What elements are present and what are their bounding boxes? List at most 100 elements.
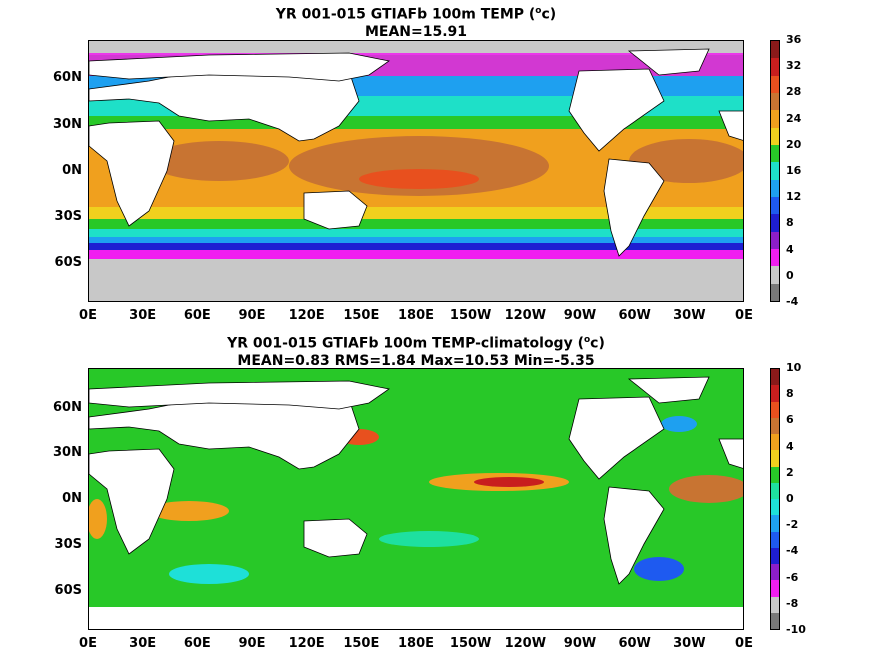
panel2-cool-2 (634, 557, 684, 581)
panel2-title: YR 001-015 GTIAFb 100m TEMP-climatology … (88, 332, 744, 370)
panel2-colorbar-tick: -6 (786, 570, 799, 584)
panel1-atlantic-warm (629, 139, 743, 183)
panel1-antarctic (89, 259, 743, 301)
panel1-lon-label: 180E (397, 308, 435, 323)
panel2-colorbar-swatch (771, 499, 779, 516)
panel1-colorbar-swatch (771, 144, 779, 163)
panel2-colorbar-swatch (771, 612, 779, 629)
panel1-band-s1 (89, 207, 743, 221)
panel1-lat-30n: 30N (53, 117, 82, 132)
panel2-colorbar-swatch (771, 369, 779, 386)
panel2-colorbar-swatch (771, 401, 779, 418)
panel1-land (89, 48, 743, 257)
panel2-lon-label: 150W (449, 636, 492, 651)
panel1-lon-label: 60E (183, 308, 211, 323)
panel2-lat-0n: 0N (62, 491, 82, 506)
panel2-cool-1 (169, 564, 249, 584)
panel1-band-s4 (89, 237, 743, 245)
panel1-lon-label: 30W (673, 308, 706, 323)
panel2-lat-30n: 30N (53, 445, 82, 460)
panel2-colorbar-tick: 4 (786, 439, 794, 453)
panel2-lat-30s: 30S (54, 537, 82, 552)
panel2-colorbar-swatch (771, 596, 779, 613)
panel1-colorbar-tick: 36 (786, 33, 802, 46)
panel1-lon-label: 90W (563, 308, 597, 323)
panel1-colorbar-tick: 28 (786, 85, 802, 99)
panel1-title-degree: o (535, 6, 542, 16)
panel2-colorbar-tick: 0 (786, 492, 794, 505)
panel1-lon-label: 0E (79, 308, 97, 323)
panel2-colorbar-tick: -2 (786, 518, 799, 532)
panel1-lon-label: 90E (238, 308, 266, 323)
panel2-map (88, 368, 744, 630)
panel1-colorbar-swatch (771, 58, 779, 76)
panel2-colorbar-tick: 10 (786, 361, 802, 374)
panel1-map (88, 40, 744, 302)
panel1-colorbar-swatch (771, 214, 779, 232)
panel1-colorbar-tick: 12 (786, 190, 802, 204)
panel1-lon-label: 120W (504, 308, 547, 323)
panel1-lon-label: 0E (735, 308, 753, 323)
panel1-colorbar-swatch (771, 110, 779, 128)
panel2-lon-label: 30E (129, 636, 157, 651)
panel1-colorbar-tick: 20 (786, 137, 802, 151)
panel2-lon-label: 0E (735, 636, 753, 651)
panel2-indian-warm (149, 501, 229, 521)
panel1-lat-0n: 0N (62, 163, 82, 178)
panel1-band-s6 (89, 250, 743, 260)
panel1-colorbar-swatch (771, 162, 779, 180)
panel2-benguela (89, 499, 107, 539)
panel2-colorbar-swatch (771, 515, 779, 532)
panel2-colorbar-swatch (771, 385, 779, 402)
panel1-arctic-ice (89, 41, 743, 55)
panel1-lon-label: 150W (449, 308, 492, 323)
panel2-land (89, 376, 743, 585)
panel1-colorbar-swatch (771, 127, 779, 145)
panel1-lon-label: 150E (343, 308, 380, 323)
panel1-colorbar (770, 40, 780, 302)
panel2-colorbar-tick: 6 (786, 413, 794, 427)
panel2-colorbar-swatch (771, 466, 779, 483)
panel2-colorbar-swatch (771, 564, 779, 581)
panel1-colorbar-swatch (771, 196, 779, 215)
panel2-lon-label: 90W (563, 636, 597, 651)
panel2-colorbar-swatch (771, 482, 779, 499)
panel2-lon-label: 60W (618, 636, 651, 651)
panel2-colorbar-tick: -4 (786, 544, 799, 558)
panel2-colorbar-swatch (771, 531, 779, 548)
panel1-lat-60n: 60N (53, 70, 82, 85)
panel1-title: YR 001-015 GTIAFb 100m TEMP (oc) MEAN=15… (88, 3, 744, 41)
panel2-colorbar-swatch (771, 547, 779, 564)
panel1-title-unit: c) (541, 6, 557, 23)
panel1-colorbar-swatch (771, 283, 779, 301)
panel2-stats: MEAN=0.83 RMS=1.84 Max=10.53 Min=-5.35 (237, 352, 595, 369)
panel1-lon-label: 30E (129, 308, 157, 323)
panel1-colorbar-tick: 4 (786, 242, 794, 256)
panel2-enso-core (474, 477, 544, 487)
panel2-colorbar-swatch (771, 580, 779, 597)
panel1-lat-60s: 60S (54, 255, 82, 270)
panel1-colorbar-swatch (771, 266, 779, 284)
panel1-lat-30s: 30S (54, 209, 82, 224)
panel2-lon-label: 0E (79, 636, 97, 651)
panel1-colorbar-swatch (771, 179, 779, 197)
panel1-band-s3 (89, 229, 743, 239)
panel2-colorbar (770, 368, 780, 630)
panel1-colorbar-swatch (771, 231, 779, 249)
panel1-lon-label: 120E (288, 308, 325, 323)
panel2-lon-label: 60E (183, 636, 211, 651)
panel1-colorbar-swatch (771, 92, 779, 111)
panel2-atlantic-warm (669, 475, 743, 503)
panel1-colorbar-tick: 8 (786, 216, 794, 230)
panel1-title-text: YR 001-015 GTIAFb 100m TEMP ( (275, 6, 536, 23)
panel1-band-s2 (89, 219, 743, 231)
panel2-lon-label: 150E (343, 636, 380, 651)
panel1-colorbar-tick: 24 (786, 111, 802, 125)
panel2-antarctic (89, 607, 743, 629)
panel2-colorbar-swatch (771, 434, 779, 451)
panel1-colorbar-tick: -4 (786, 295, 799, 308)
panel2-colorbar-tick: -8 (786, 596, 799, 610)
panel1-colorbar-swatch (771, 41, 779, 59)
panel1-colorbar-swatch (771, 248, 779, 267)
panel2-cool-4 (379, 531, 479, 547)
